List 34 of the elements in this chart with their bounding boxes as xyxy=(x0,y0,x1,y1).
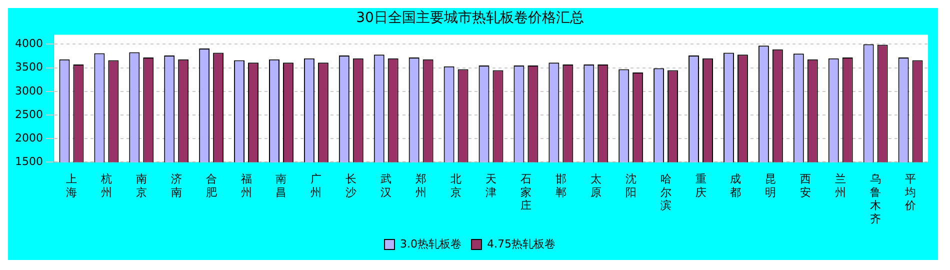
legend-label: 4.75热轧板卷 xyxy=(487,237,556,250)
x-tick-label: 昆明 xyxy=(765,172,776,199)
x-tick-label: 沈阳 xyxy=(625,172,636,199)
x-tick-label: 天津 xyxy=(485,172,496,199)
chart-title: 30日全国主要城市热轧板卷价格汇总 xyxy=(356,10,584,26)
x-tick-label: 长沙 xyxy=(346,172,357,199)
x-tick-label: 哈尔滨 xyxy=(660,172,672,212)
x-tick-label: 北京 xyxy=(450,172,462,199)
y-tick-label: 2000 xyxy=(14,131,43,144)
x-tick-label: 南昌 xyxy=(276,172,287,199)
x-tick-label: 成都 xyxy=(730,172,742,199)
x-tick-label: 合肥 xyxy=(206,172,217,199)
legend-label: 3.0热轧板卷 xyxy=(400,237,462,250)
x-tick-label: 邯郸 xyxy=(555,172,566,199)
x-tick-label: 武汉 xyxy=(380,172,392,199)
x-tick-label: 平均价 xyxy=(904,172,916,212)
x-tick-label: 乌鲁木齐 xyxy=(870,172,882,226)
x-tick-label: 上海 xyxy=(66,172,77,199)
x-tick-label: 西安 xyxy=(800,172,812,199)
x-tick-label: 南京 xyxy=(136,172,147,199)
x-tick-label: 重庆 xyxy=(695,172,706,199)
y-tick-label: 3000 xyxy=(14,84,43,98)
x-tick-label: 福州 xyxy=(240,172,252,199)
y-tick-label: 3500 xyxy=(14,60,43,74)
x-tick-label: 杭州 xyxy=(100,172,112,199)
y-tick-label: 4000 xyxy=(14,37,43,50)
x-tick-label: 广州 xyxy=(310,172,322,199)
x-tick-label: 太原 xyxy=(590,172,602,199)
x-tick-label: 郑州 xyxy=(416,172,427,199)
x-tick-label: 济南 xyxy=(170,172,182,199)
y-tick-label: 1500 xyxy=(14,155,43,168)
x-tick-label: 石家庄 xyxy=(520,172,532,212)
y-tick-label: 2500 xyxy=(14,108,43,121)
x-tick-label: 兰州 xyxy=(835,172,846,199)
